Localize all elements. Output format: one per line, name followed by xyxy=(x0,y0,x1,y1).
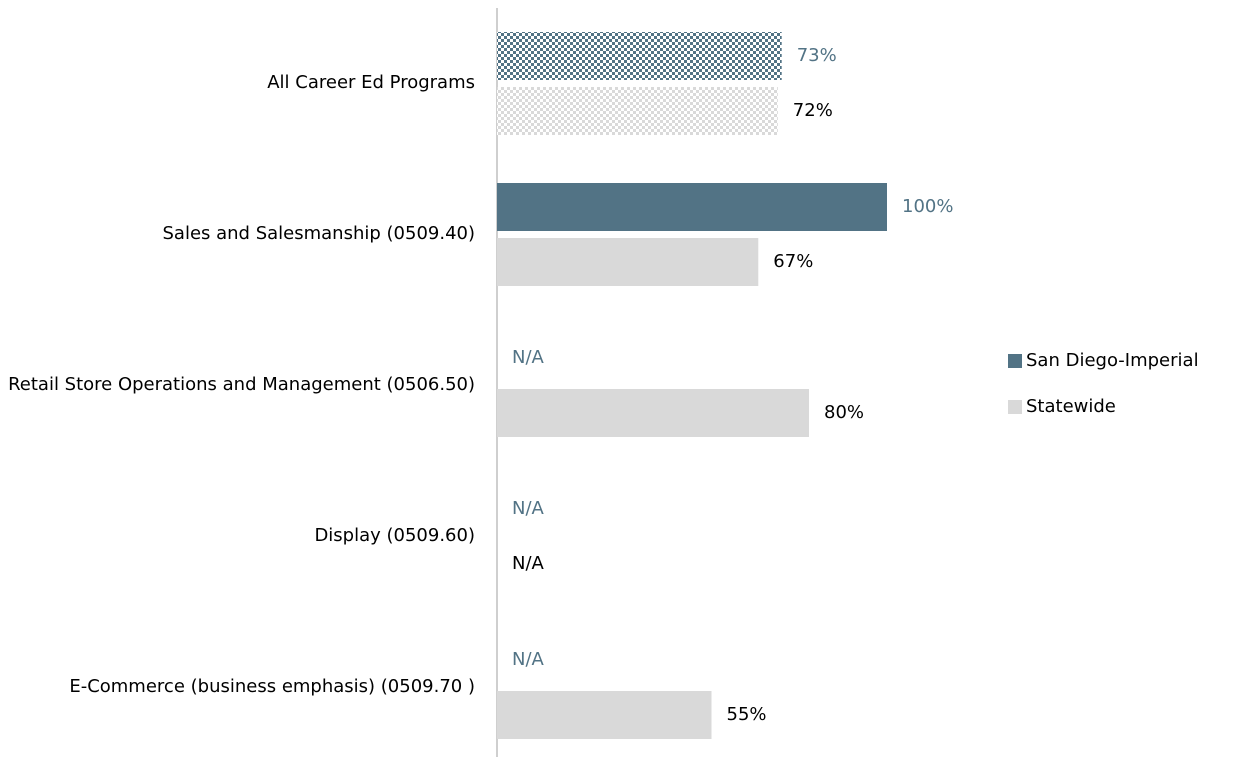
value-label: 72% xyxy=(793,100,833,121)
category-label: Display (0509.60) xyxy=(314,524,475,546)
value-label: N/A xyxy=(512,553,545,574)
value-label: N/A xyxy=(512,347,545,368)
bar xyxy=(497,389,809,437)
category-label: Retail Store Operations and Management (… xyxy=(8,373,475,395)
value-label: N/A xyxy=(512,498,545,519)
value-label: 73% xyxy=(797,45,837,66)
value-label: 80% xyxy=(824,402,864,423)
bar xyxy=(497,87,778,135)
bar xyxy=(497,691,712,739)
bar xyxy=(497,32,782,80)
legend-swatch xyxy=(1008,354,1022,368)
value-label: 67% xyxy=(773,251,813,272)
legend-label: San Diego-Imperial xyxy=(1026,350,1199,371)
legend-label: Statewide xyxy=(1026,396,1116,417)
value-label: 55% xyxy=(727,704,767,725)
value-label: 100% xyxy=(902,196,953,217)
category-label: Sales and Salesmanship (0509.40) xyxy=(162,222,475,244)
legend-swatch xyxy=(1008,400,1022,414)
bar xyxy=(497,238,759,286)
value-label: N/A xyxy=(512,649,545,670)
category-label: E-Commerce (business emphasis) (0509.70 … xyxy=(69,675,475,697)
bar xyxy=(497,183,887,231)
category-label: All Career Ed Programs xyxy=(267,71,475,93)
